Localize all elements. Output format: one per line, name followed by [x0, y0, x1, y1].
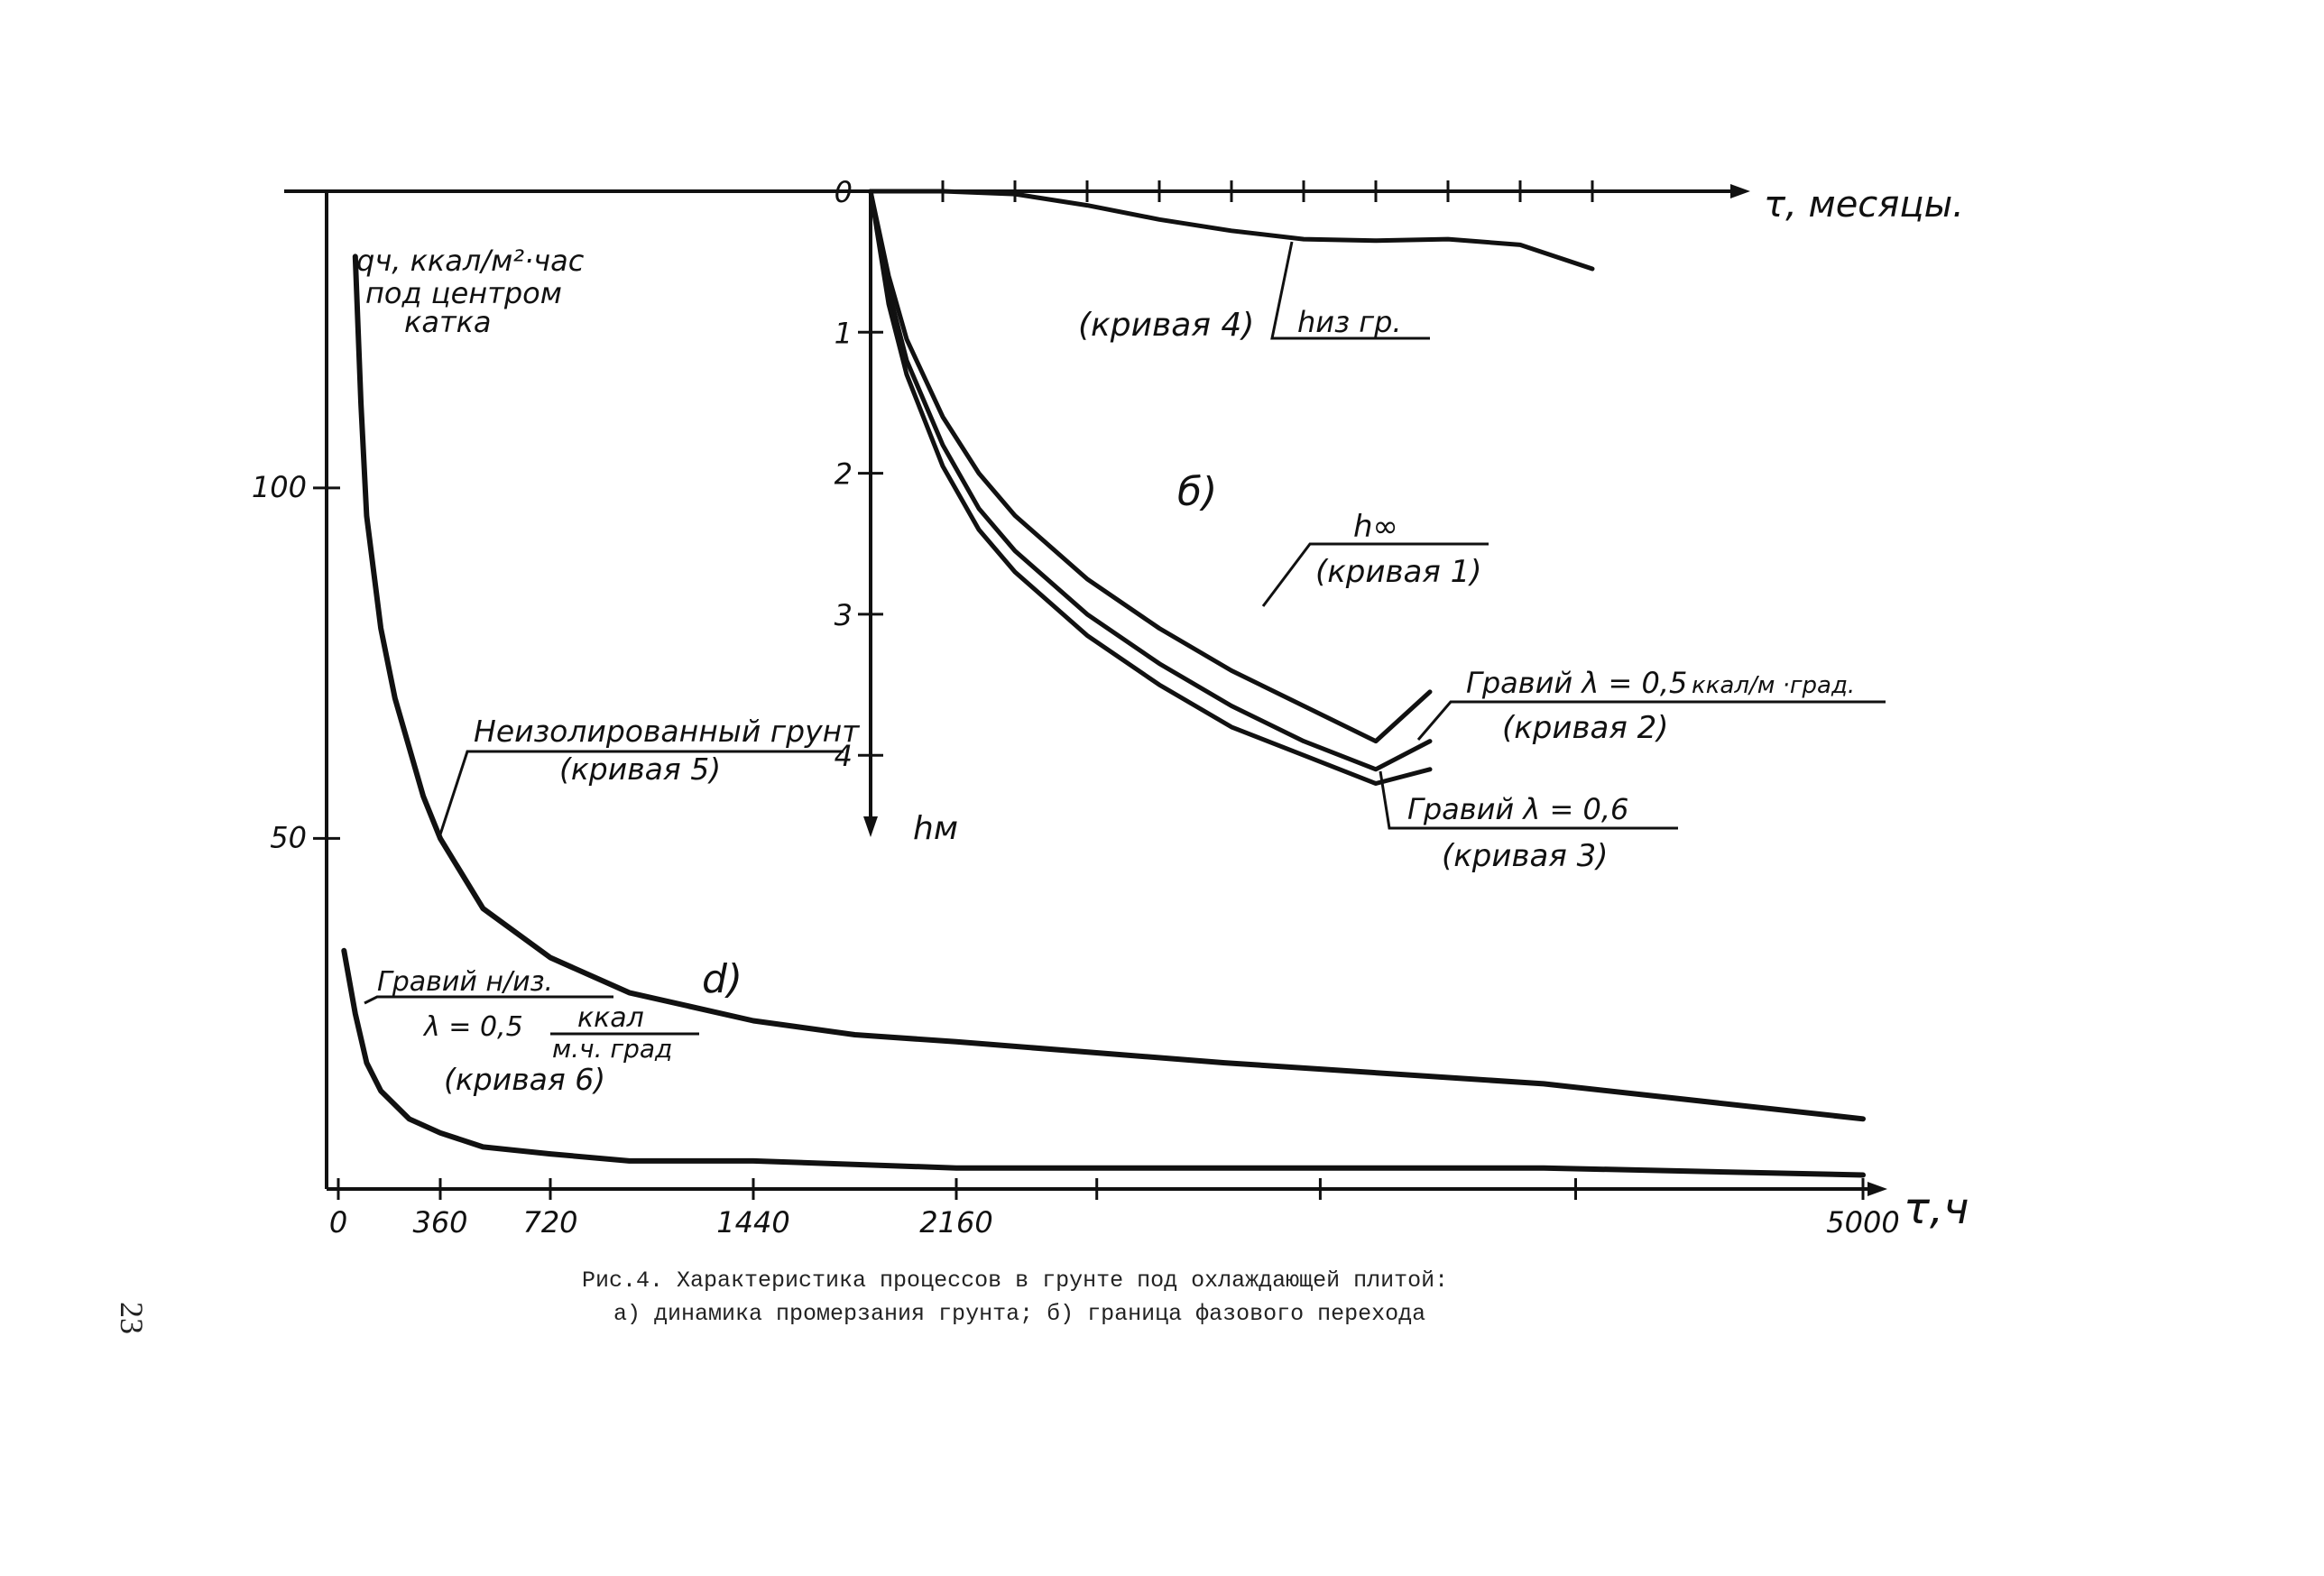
panel-a-y-tick-label-50: 50 [270, 820, 307, 854]
panel-a-x-tick-label-360: 360 [412, 1205, 467, 1240]
page-number: 23 [114, 1302, 150, 1334]
curve3-leader [1379, 770, 1678, 830]
panel-a-y-label-line1: qч, ккал/м²·час [356, 244, 585, 278]
panel-a-x-arrow [1868, 1182, 1887, 1196]
panel-a-x-tick-label-2160: 2160 [919, 1205, 992, 1240]
panel-a-series-line-1 [352, 253, 1866, 1122]
curve6-unit-top: ккал [577, 1002, 644, 1034]
panel-b-y-arrow [863, 816, 878, 837]
panel-a-x-tick-label-1440: 1440 [716, 1205, 789, 1240]
panel-a-y-ticks: 100 50 [252, 470, 340, 854]
panel-b-series-line-1 [868, 189, 1595, 272]
panel-a-x-tick-label-0: 0 [329, 1205, 347, 1240]
panel-b-y-tick-label-1: 1 [835, 316, 853, 350]
panel-a-x-label: τ,ч [1904, 1184, 1969, 1234]
curve4-sub: hиз гр. [1297, 305, 1402, 339]
curve5-sub: (кривая 5) [559, 751, 721, 787]
panel-a-x-tick-label-5000: 5000 [1826, 1205, 1899, 1240]
panel-b-y-tick-label-3: 3 [835, 598, 853, 632]
curve2-sub: (кривая 2) [1502, 710, 1669, 746]
curve1-leader [1261, 542, 1489, 607]
panel-a-y-label-line3: катка [404, 305, 492, 339]
figure-caption-line1: Рис.4. Характеристика процессов в грунте… [582, 1267, 1449, 1294]
panel-b-y-ticks: 0 1 2 3 4 [835, 175, 883, 773]
panel-a-series [341, 253, 1866, 1178]
curve2-top: Гравий λ = 0,5 [1466, 666, 1687, 700]
curve4-label: (кривая 4) [1078, 307, 1254, 344]
panel-b-y-tick-label-0: 0 [835, 175, 853, 209]
panel-a-series-line-2 [341, 947, 1866, 1178]
figure-caption-line2: а) динамика промерзания грунта; б) грани… [613, 1301, 1426, 1327]
curve3-top: Гравий λ = 0,6 [1407, 792, 1628, 826]
panel-b-label: б) [1177, 469, 1217, 515]
curve6-label-1: Гравий н/из. [377, 966, 553, 998]
curve5-label: Неизолированный грунт [474, 714, 861, 749]
panel-b-y-tick-label-2: 2 [835, 457, 853, 492]
panel-a-frost-dynamics: 0 360 720 1440 2160 5000 100 50 τ,ч qч, ккал/м… [252, 189, 1969, 1240]
curve6-label-2: λ = 0,5 [422, 1011, 523, 1043]
panel-b-series-line-3 [868, 189, 1433, 772]
curve2-leader [1416, 700, 1886, 741]
panel-b-series-line-2 [868, 189, 1433, 744]
curve6-leader [364, 995, 613, 1005]
curve6-sub: (кривая 6) [444, 1062, 605, 1097]
panel-b-x-ticks [941, 180, 1594, 202]
panel-b-x-arrow [1730, 184, 1750, 198]
panel-b-phase-boundary: 0 1 2 3 4 τ, месяцы. hм б) (кривая 4) hиз гр… [284, 175, 1964, 874]
panel-a-y-tick-label-100: 100 [252, 470, 307, 504]
panel-a-label: d) [702, 956, 742, 1002]
curve1-sub: (кривая 1) [1315, 554, 1482, 590]
panel-b-y-tick-label-4: 4 [835, 739, 853, 773]
panel-b-series [868, 189, 1595, 786]
curve2-unit: ккал/м ·град. [1692, 672, 1855, 699]
curve1-top: h∞ [1353, 509, 1398, 545]
panel-a-y-label-line2: под центром [365, 276, 562, 310]
curve5-leader [438, 750, 844, 835]
curve3-sub: (кривая 3) [1442, 838, 1609, 874]
panel-b-series-line-4 [868, 189, 1433, 786]
panel-b-y-label: hм [913, 810, 958, 847]
panel-a-x-tick-label-720: 720 [522, 1205, 577, 1240]
panel-a-x-ticks: 0 360 720 1440 2160 5000 [329, 1178, 1900, 1240]
curve6-unit-bottom: м.ч. град [552, 1034, 672, 1064]
curve4-leader [1270, 241, 1430, 340]
panel-b-x-label: τ, месяцы. [1764, 184, 1964, 226]
